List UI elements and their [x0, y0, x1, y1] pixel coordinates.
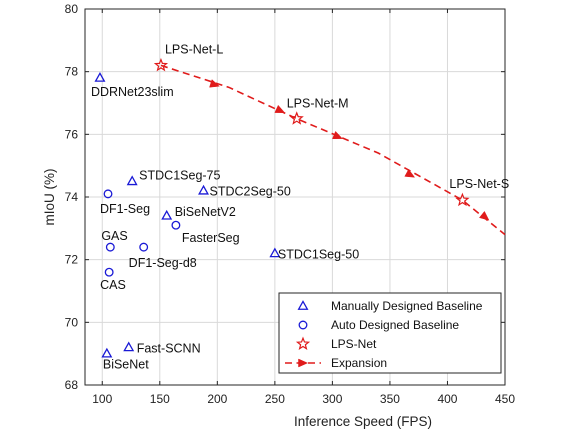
- point-label: FasterSeg: [182, 231, 240, 245]
- legend-triangle-marker: [297, 300, 309, 310]
- legend-circle-marker: [298, 320, 308, 330]
- triangle-marker: [198, 184, 209, 195]
- point-label: STDC2Seg-50: [210, 185, 291, 199]
- circle-marker: [104, 267, 114, 277]
- x-tick-label: 350: [380, 392, 400, 406]
- point-label: DF1-Seg: [100, 202, 150, 216]
- legend: Manually Designed Baseline Auto Designed …: [278, 292, 502, 374]
- expansion-arrowhead: [404, 168, 416, 178]
- point-label: GAS: [101, 229, 127, 243]
- triangle-marker: [269, 247, 281, 258]
- y-tick-label: 80: [65, 2, 79, 16]
- y-axis-title: mIoU (%): [42, 169, 57, 226]
- point-label: DF1-Seg-d8: [129, 256, 197, 270]
- x-axis-title: Inference Speed (FPS): [294, 414, 432, 429]
- x-tick-label: 150: [150, 392, 170, 406]
- triangle-marker: [123, 341, 135, 352]
- point-label: STDC1Seg-75: [139, 168, 220, 182]
- legend-box: [278, 292, 502, 374]
- legend-star-marker: [295, 336, 311, 351]
- x-tick-label: 200: [207, 392, 227, 406]
- star-marker: [153, 57, 169, 72]
- legend-entry-label: Expansion: [331, 356, 387, 370]
- legend-expansion-arrowhead: [298, 358, 309, 368]
- triangle-marker: [101, 347, 113, 358]
- point-labels: DDRNet23slim STDC1Seg-75 STDC2Seg-50 BiSeNe…: [91, 42, 509, 371]
- point-label: DDRNet23slim: [91, 85, 174, 99]
- point-label: LPS-Net-M: [287, 97, 349, 111]
- grid: [85, 8, 506, 386]
- x-tick-label: 300: [322, 392, 342, 406]
- circle-marker: [105, 242, 115, 252]
- point-label: LPS-Net-S: [449, 177, 509, 191]
- axes: [84, 8, 506, 386]
- y-tick-label: 68: [65, 378, 79, 392]
- expansion-arrowhead: [332, 130, 343, 140]
- triangle-marker: [161, 209, 173, 220]
- legend-entry-label: Auto Designed Baseline: [331, 318, 459, 332]
- point-label: BiSeNet: [103, 358, 149, 372]
- x-tick-label: 450: [495, 392, 515, 406]
- data-series: [94, 57, 506, 358]
- tick-labels: 100 150 200 250 300 350 400 450 68 70 72 74 76 78 80: [65, 2, 516, 406]
- point-label: LPS-Net-L: [165, 42, 223, 56]
- y-tick-label: 78: [65, 65, 79, 79]
- point-label: STDC1Seg-50: [278, 247, 359, 261]
- circle-marker: [139, 242, 149, 252]
- y-tick-label: 70: [65, 315, 79, 329]
- expansion-arrowhead: [478, 210, 490, 221]
- expansion-arrowhead: [209, 79, 220, 88]
- legend-entry-label: LPS-Net: [331, 337, 377, 351]
- triangle-marker: [94, 72, 106, 82]
- circle-marker: [103, 189, 113, 199]
- star-marker: [455, 192, 470, 207]
- point-label: Fast-SCNN: [137, 341, 201, 355]
- y-tick-label: 76: [65, 127, 79, 141]
- legend-entry-label: Manually Designed Baseline: [331, 299, 483, 313]
- circle-marker: [171, 220, 181, 230]
- point-label: BiSeNetV2: [175, 205, 236, 219]
- triangle-marker: [126, 175, 138, 186]
- y-tick-label: 72: [65, 253, 79, 267]
- x-tick-label: 250: [265, 392, 285, 406]
- y-tick-label: 74: [65, 190, 79, 204]
- point-label: CAS: [100, 278, 126, 292]
- x-tick-label: 400: [437, 392, 457, 406]
- star-marker: [289, 111, 304, 125]
- x-tick-label: 100: [92, 392, 112, 406]
- expansion-arrowhead: [274, 104, 286, 113]
